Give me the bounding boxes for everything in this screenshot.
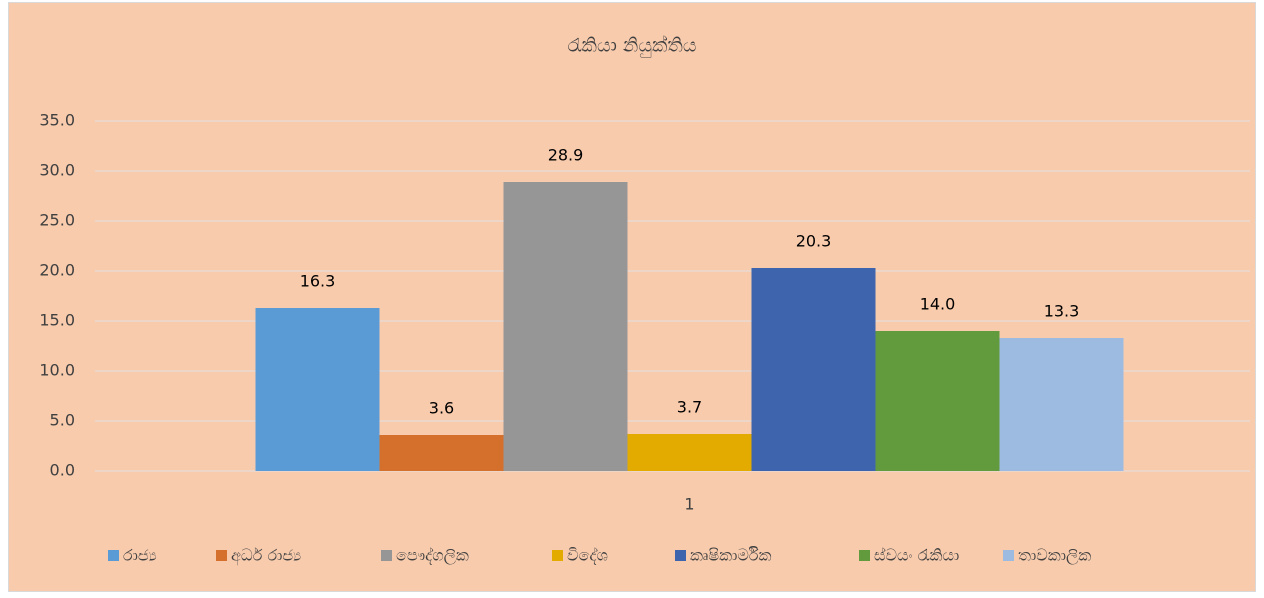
chart-background: [8, 2, 1256, 592]
y-tick-label: 15.0: [39, 311, 75, 330]
y-tick-label: 30.0: [39, 161, 75, 180]
y-tick-label: 5.0: [50, 411, 75, 430]
y-tick-label: 25.0: [39, 211, 75, 230]
bar: [255, 308, 380, 471]
bar: [627, 434, 752, 471]
data-label: 13.3: [1044, 302, 1080, 321]
legend-label: අර්ධ රාජ්‍ය: [231, 546, 301, 566]
data-label: 20.3: [796, 232, 832, 251]
bar: [999, 338, 1124, 471]
bar: [379, 435, 504, 471]
legend-label: කෘෂිකාර්මික: [690, 546, 772, 565]
legend-label: රාජ්‍ය: [123, 546, 157, 565]
bar: [875, 331, 1000, 471]
bar: [751, 268, 876, 471]
y-tick-label: 10.0: [39, 361, 75, 380]
data-label: 16.3: [300, 272, 336, 291]
legend-swatch: [552, 550, 563, 561]
legend-label: විදේශ: [567, 546, 608, 565]
legend-swatch: [108, 550, 119, 561]
data-label: 3.7: [677, 398, 702, 417]
bar: [503, 182, 628, 471]
legend-swatch: [216, 550, 227, 561]
legend-label: තාවකාලික: [1018, 546, 1091, 566]
y-tick-label: 0.0: [50, 461, 75, 480]
y-tick-label: 35.0: [39, 111, 75, 130]
data-label: 3.6: [429, 399, 454, 418]
legend-swatch: [675, 550, 686, 561]
x-tick-label: 1: [684, 495, 694, 514]
data-label: 14.0: [920, 295, 956, 314]
legend-swatch: [381, 550, 392, 561]
data-label: 28.9: [548, 146, 584, 165]
legend-swatch: [1003, 550, 1014, 561]
legend-label: ස්වයං රැකියා: [874, 546, 959, 565]
legend-swatch: [859, 550, 870, 561]
legend-label: පෞද්ගලික: [396, 546, 469, 566]
y-tick-label: 20.0: [39, 261, 75, 280]
chart-title: රැකියා නියුක්තිය: [567, 34, 696, 58]
